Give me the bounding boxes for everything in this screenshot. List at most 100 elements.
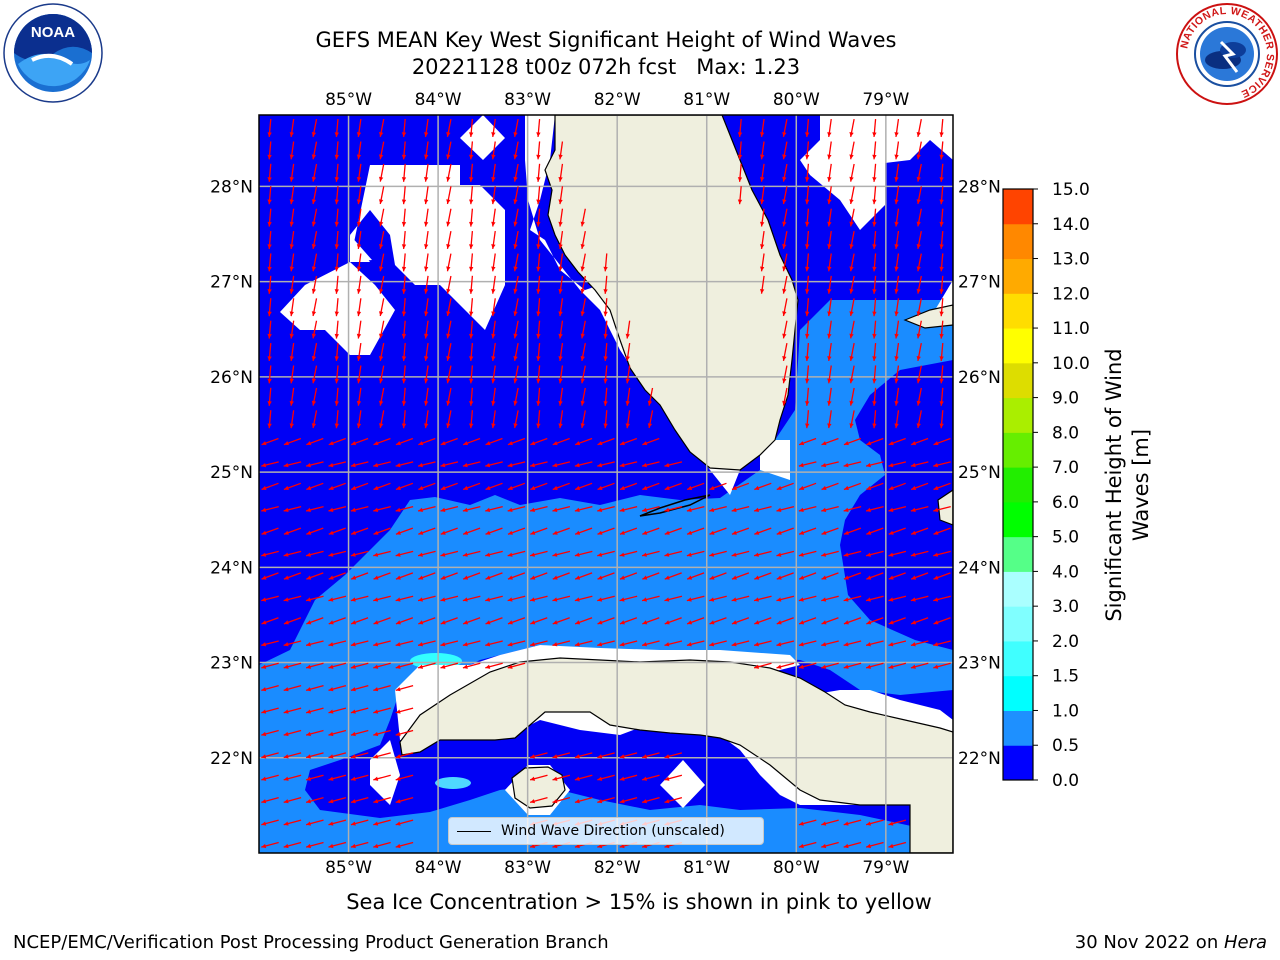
wind-wave-arrow [731,572,750,580]
lat-tick-label-right: 27°N [958,273,1001,293]
wind-wave-arrow [334,410,339,429]
wind-wave-arrow [395,550,414,557]
wind-wave-arrow [334,208,339,227]
wind-wave-arrow [485,595,503,602]
wind-wave-arrow [805,253,810,272]
colorbar-tick-label: 11.0 [1052,319,1090,339]
wind-wave-arrow [776,572,794,580]
colorbar-segment [1003,675,1033,711]
wind-wave-arrows [261,118,951,849]
wind-wave-arrow [373,774,391,781]
wind-wave-arrow [849,141,855,160]
wind-wave-arrow [350,841,369,849]
wind-wave-arrow [267,141,272,160]
wind-wave-arrow [261,617,279,625]
lon-tick-label-bottom: 79°W [862,858,909,878]
wind-wave-arrow [305,841,324,849]
wind-wave-arrow [283,707,302,714]
wind-wave-arrow [536,320,541,339]
wind-wave-arrow [827,141,832,160]
wind-wave-arrow [686,505,705,512]
lon-tick-label-top: 81°W [683,90,730,110]
wind-wave-arrow [782,387,788,406]
wind-wave-arrow [597,437,615,446]
wind-wave-arrow [289,410,295,429]
wind-wave-arrow [328,685,347,692]
wind-wave-arrow [446,365,452,384]
wind-wave-arrow [462,595,481,602]
wind-wave-arrow [350,662,369,669]
wind-wave-arrow [798,482,817,491]
wind-wave-arrow [440,437,458,446]
wind-wave-arrow [440,550,459,557]
wind-wave-arrow [760,186,765,205]
wind-wave-arrow [356,410,362,429]
wind-wave-arrow [603,365,608,384]
wind-wave-arrow [872,298,877,317]
wind-wave-arrow [267,365,272,384]
wind-wave-arrow [289,253,295,272]
colorbar-segment [1003,328,1033,364]
wind-wave-arrow [401,163,407,182]
wind-wave-arrow [709,482,727,491]
wind-wave-arrow [933,437,951,446]
wind-wave-arrow [507,640,526,647]
wind-wave-arrow [558,141,564,160]
wind-wave-arrow [289,275,295,294]
wind-wave-arrow [401,410,407,429]
wind-wave-arrow [843,819,862,826]
wind-wave-arrow [910,662,929,669]
wind-wave-arrow [418,572,436,580]
wind-wave-arrow [469,253,474,272]
colorbar-tick-label: 3.0 [1052,597,1079,617]
wind-wave-arrow [529,640,548,647]
wind-wave-arrow [305,685,324,692]
wind-wave-arrow [888,527,906,535]
wind-wave-arrow [446,387,452,406]
wind-wave-arrow [916,231,922,249]
wind-wave-arrow [350,729,369,737]
map-title: GEFS MEAN Key West Significant Height of… [256,27,956,81]
wind-wave-arrow [267,253,272,272]
wind-wave-arrow [933,640,951,647]
wind-wave-arrow [401,208,407,227]
wind-wave-arrow [894,342,900,362]
wind-wave-arrow [536,342,541,362]
wind-wave-arrow [916,275,922,294]
legend-line-sample [457,831,491,832]
wind-wave-arrow [328,819,347,826]
wind-wave-arrow [401,230,407,250]
wind-wave-arrow [798,505,817,512]
wind-wave-arrow [849,298,855,317]
wind-wave-arrow [865,595,884,602]
wind-wave-arrow [866,482,884,491]
wind-wave-arrow [373,482,391,491]
wind-wave-arrow [731,595,750,602]
wind-wave-arrow [513,141,519,160]
wind-wave-arrow [597,505,615,512]
wind-wave-arrow [782,365,788,384]
wind-wave-arrow [485,461,503,468]
wind-wave-arrow [485,617,503,625]
wind-wave-arrow [798,527,817,535]
lon-tick-label-top: 83°W [504,90,551,110]
wind-wave-arrow [933,482,951,491]
wind-wave-arrow [379,119,385,137]
wind-wave-arrow [603,320,608,339]
wind-wave-arrow [597,572,615,580]
wind-wave-arrow [334,342,339,362]
wind-wave-arrow [513,365,519,384]
wind-wave-arrow [821,505,839,512]
wind-wave-arrow [513,320,519,339]
wind-wave-arrow [328,437,346,446]
wind-wave-arrow [865,550,884,557]
wind-wave-arrow [283,527,302,535]
wind-wave-arrow [350,774,369,781]
wind-wave-arrow [642,482,660,491]
wind-wave-arrow [356,342,362,362]
wind-wave-arrow [395,819,414,826]
wind-wave-arrow [894,387,900,406]
wind-wave-arrow [446,231,452,249]
wind-wave-arrow [283,482,302,491]
wind-wave-arrow [753,595,772,602]
